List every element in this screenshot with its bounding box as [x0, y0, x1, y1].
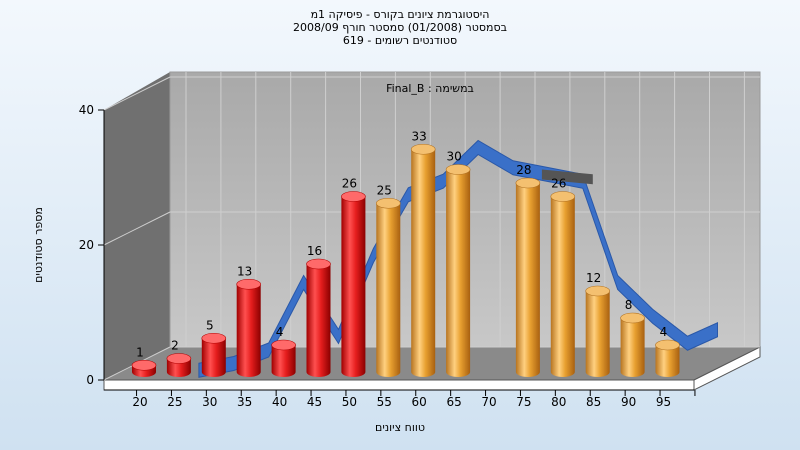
- bar: 26: [550, 177, 576, 377]
- bar-value-label: 25: [377, 183, 392, 197]
- left-wall: [104, 72, 170, 380]
- x-tick-label: 75: [516, 395, 531, 409]
- bar: 2: [166, 339, 192, 377]
- bar: 13: [236, 264, 261, 377]
- x-axis-title: טווח ציונים: [375, 421, 425, 434]
- bar: 8: [620, 298, 645, 377]
- bar-body: [585, 291, 610, 377]
- bar-top: [550, 191, 576, 202]
- bar-body: [446, 169, 471, 377]
- bar-value-label: 28: [516, 163, 531, 177]
- bar-top: [445, 164, 471, 175]
- x-tick-label: 25: [167, 395, 182, 409]
- x-tick-label: 40: [272, 395, 287, 409]
- bar-value-label: 1: [136, 345, 144, 359]
- x-axis: 20 25 30 35 40 45 50 55 60 65 70 75 80 85 90 95: [104, 389, 696, 409]
- bar-top: [236, 278, 261, 290]
- bar-value-label: 2: [171, 339, 179, 353]
- chart-title-line1: היסטוגרמת ציונים בקורס - פיסיקה 1מ: [310, 8, 490, 21]
- grid-line-left: [103, 76, 171, 111]
- bar-top: [131, 359, 157, 371]
- bar: 33: [410, 129, 436, 377]
- bar-top: [375, 197, 401, 209]
- y-axis-title: מספר סטודנטים: [32, 207, 45, 283]
- bar-top: [620, 312, 645, 324]
- x-tick-label: 90: [621, 395, 636, 409]
- bar-value-label: 5: [206, 318, 214, 332]
- bar-body: [550, 196, 575, 377]
- y-axis: 0 20 40: [79, 103, 105, 387]
- bar-value-label: 16: [307, 244, 322, 258]
- x-tick-label: 45: [307, 395, 322, 409]
- bar-top: [341, 191, 366, 202]
- x-tick-label: 50: [342, 395, 357, 409]
- x-tick-label: 80: [551, 395, 566, 409]
- x-tick-label: 85: [586, 395, 601, 409]
- bar: 30: [445, 150, 471, 377]
- y-tick-label: 0: [86, 373, 94, 387]
- bar-top: [655, 339, 680, 351]
- x-tick-label: 55: [377, 395, 392, 409]
- bar-value-label: 12: [586, 271, 601, 285]
- floor-front: [103, 379, 695, 391]
- bar: 25: [375, 183, 401, 377]
- bar-body: [376, 203, 401, 377]
- bar-body: [201, 338, 226, 377]
- bar: 16: [306, 244, 331, 377]
- bar-value-label: 8: [625, 298, 633, 312]
- bar: 1: [131, 345, 157, 377]
- grid-line-left: [103, 211, 171, 246]
- bar-top: [271, 339, 296, 351]
- bar-top: [410, 143, 436, 155]
- x-tick-label: 65: [446, 395, 461, 409]
- bar-top: [585, 285, 611, 297]
- bar-value-label: 4: [276, 325, 284, 339]
- bar-top: [166, 353, 192, 364]
- floor-side: [693, 346, 761, 391]
- chart-title-line2: בסמסטר (01/2008) סמסטר חורף 2008/09: [293, 21, 507, 34]
- bar-body: [515, 183, 540, 377]
- bar-top: [306, 258, 331, 270]
- bar-value-label: 30: [446, 150, 461, 164]
- bar-value-label: 26: [551, 177, 566, 191]
- bar-top: [515, 177, 541, 189]
- bar: 28: [515, 163, 541, 377]
- bar: 5: [201, 318, 227, 377]
- bar-top: [201, 332, 227, 344]
- trend-ribbon-shadow: [541, 169, 593, 185]
- x-tick-label: 70: [481, 395, 496, 409]
- y-tick-label: 40: [79, 103, 94, 117]
- bar-body: [620, 318, 645, 377]
- x-tick-label: 95: [656, 395, 671, 409]
- bar: 4: [655, 325, 680, 377]
- x-tick-label: 20: [132, 395, 147, 409]
- bar-body: [411, 149, 436, 377]
- bar: 4: [271, 325, 296, 377]
- x-tick-label: 30: [202, 395, 217, 409]
- bar: 26: [341, 177, 366, 377]
- x-tick-label: 60: [412, 395, 427, 409]
- chart-title-line3: 619 - סטודנטים רשומים: [342, 34, 458, 47]
- bar-value-label: 33: [412, 129, 427, 143]
- bar-body: [236, 284, 261, 377]
- bar-value-label: 4: [660, 325, 668, 339]
- bar-body: [655, 345, 680, 377]
- bar-value-label: 13: [237, 264, 252, 278]
- bar-body: [341, 196, 366, 377]
- y-tick-label: 20: [79, 238, 94, 252]
- chart-inner-title: Final_B : במשימה: [386, 82, 474, 95]
- bar-value-label: 26: [342, 177, 357, 191]
- x-tick-label: 35: [237, 395, 252, 409]
- bar: 12: [585, 271, 611, 377]
- bar-body: [271, 345, 296, 377]
- bar-body: [306, 264, 331, 377]
